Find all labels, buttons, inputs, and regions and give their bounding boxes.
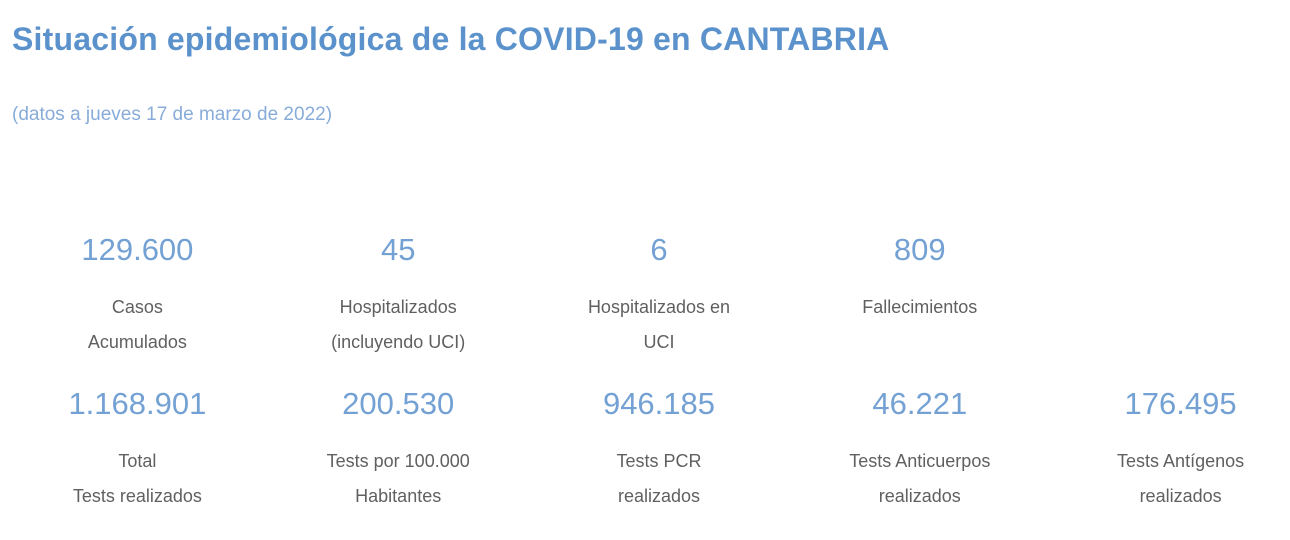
- dashboard-header: Situación epidemiológica de la COVID-19 …: [0, 20, 1290, 127]
- stat-value: 6: [650, 232, 668, 268]
- stat-total-tests: 1.168.901 Total Tests realizados: [7, 386, 268, 514]
- stat-tests-por-100000: 200.530 Tests por 100.000 Habitantes: [268, 386, 529, 514]
- stat-label: Total Tests realizados: [72, 451, 202, 507]
- stat-casos-acumulados: 129.600 Casos Acumulados: [7, 232, 268, 360]
- stat-value: 1.168.901: [68, 386, 207, 422]
- page-title: Situación epidemiológica de la COVID-19 …: [12, 21, 890, 57]
- stat-value: 946.185: [602, 386, 716, 422]
- stat-hospitalizados-uci: 6 Hospitalizados en UCI: [529, 232, 790, 360]
- stat-value: 129.600: [81, 232, 194, 268]
- stat-value: 46.221: [872, 386, 968, 422]
- stats-row-tests: 1.168.901 Total Tests realizados 200.530…: [7, 386, 1290, 514]
- stat-tests-antigenos: 176.495 Tests Antígenos realizados: [1050, 386, 1290, 514]
- stat-tests-pcr: 946.185 Tests PCR realizados: [529, 386, 790, 514]
- stat-fallecimientos: 809 Fallecimientos: [789, 232, 1050, 360]
- stats-row-primary: 129.600 Casos Acumulados 45 Hospitalizad…: [7, 232, 1290, 360]
- stat-label: Fallecimientos: [862, 297, 978, 318]
- stat-label: Tests Antígenos realizados: [1117, 451, 1245, 507]
- stat-label: Hospitalizados en UCI: [587, 297, 731, 353]
- stat-label: Tests PCR realizados: [616, 451, 702, 507]
- stat-value: 176.495: [1124, 386, 1237, 422]
- page-subtitle-date: (datos a jueves 17 de marzo de 2022): [12, 104, 333, 126]
- stat-tests-anticuerpos: 46.221 Tests Anticuerpos realizados: [789, 386, 1050, 514]
- stat-value: 809: [893, 232, 946, 268]
- stat-value: 45: [380, 232, 416, 268]
- stat-label: Casos Acumulados: [87, 297, 187, 353]
- stat-label: Tests Anticuerpos realizados: [849, 451, 991, 507]
- stat-label: Hospitalizados (incluyendo UCI): [331, 297, 466, 353]
- stat-value: 200.530: [342, 386, 455, 422]
- stat-empty-cell: [1050, 232, 1290, 360]
- stat-hospitalizados: 45 Hospitalizados (incluyendo UCI): [268, 232, 529, 360]
- stat-label: Tests por 100.000 Habitantes: [326, 451, 470, 507]
